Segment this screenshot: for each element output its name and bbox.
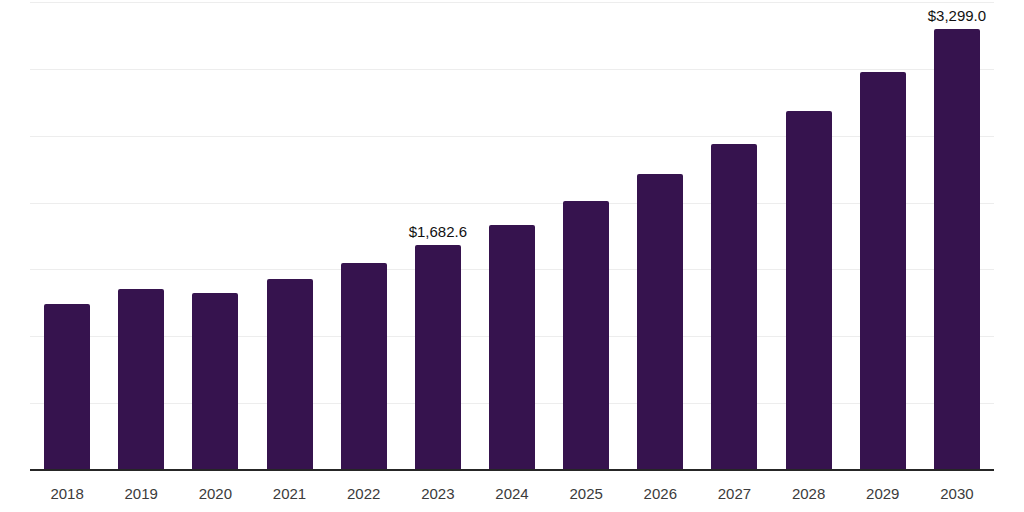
gridline <box>30 136 994 137</box>
bar-2028 <box>786 111 832 470</box>
bar-2025 <box>563 201 609 470</box>
bar-2029 <box>860 72 906 470</box>
x-tick-label-2025: 2025 <box>569 485 602 502</box>
bar-chart: $1,682.6 $3,299.0 2018 2019 2020 2021 2022 202… <box>0 0 1024 512</box>
x-tick-label-2020: 2020 <box>199 485 232 502</box>
bar-2020 <box>192 293 238 470</box>
x-tick-label-2022: 2022 <box>347 485 380 502</box>
gridline <box>30 2 994 3</box>
value-label-2030: $3,299.0 <box>928 7 986 24</box>
bar-2021 <box>267 279 313 470</box>
x-tick-label-2021: 2021 <box>273 485 306 502</box>
x-tick-label-2027: 2027 <box>718 485 751 502</box>
x-tick-label-2018: 2018 <box>50 485 83 502</box>
x-tick-label-2023: 2023 <box>421 485 454 502</box>
x-tick-label-2024: 2024 <box>495 485 528 502</box>
bar-2023 <box>415 245 461 470</box>
x-tick-label-2028: 2028 <box>792 485 825 502</box>
bar-2027 <box>711 144 757 470</box>
bar-2030 <box>934 29 980 470</box>
x-tick-label-2026: 2026 <box>644 485 677 502</box>
bar-2022 <box>341 263 387 470</box>
gridline <box>30 69 994 70</box>
x-tick-label-2029: 2029 <box>866 485 899 502</box>
bar-2024 <box>489 225 535 470</box>
x-tick-label-2019: 2019 <box>125 485 158 502</box>
value-label-2023: $1,682.6 <box>409 223 467 240</box>
bar-2026 <box>637 174 683 470</box>
bar-2018 <box>44 304 90 470</box>
bar-2019 <box>118 289 164 470</box>
x-tick-label-2030: 2030 <box>940 485 973 502</box>
x-axis-line <box>30 469 994 471</box>
gridline <box>30 203 994 204</box>
